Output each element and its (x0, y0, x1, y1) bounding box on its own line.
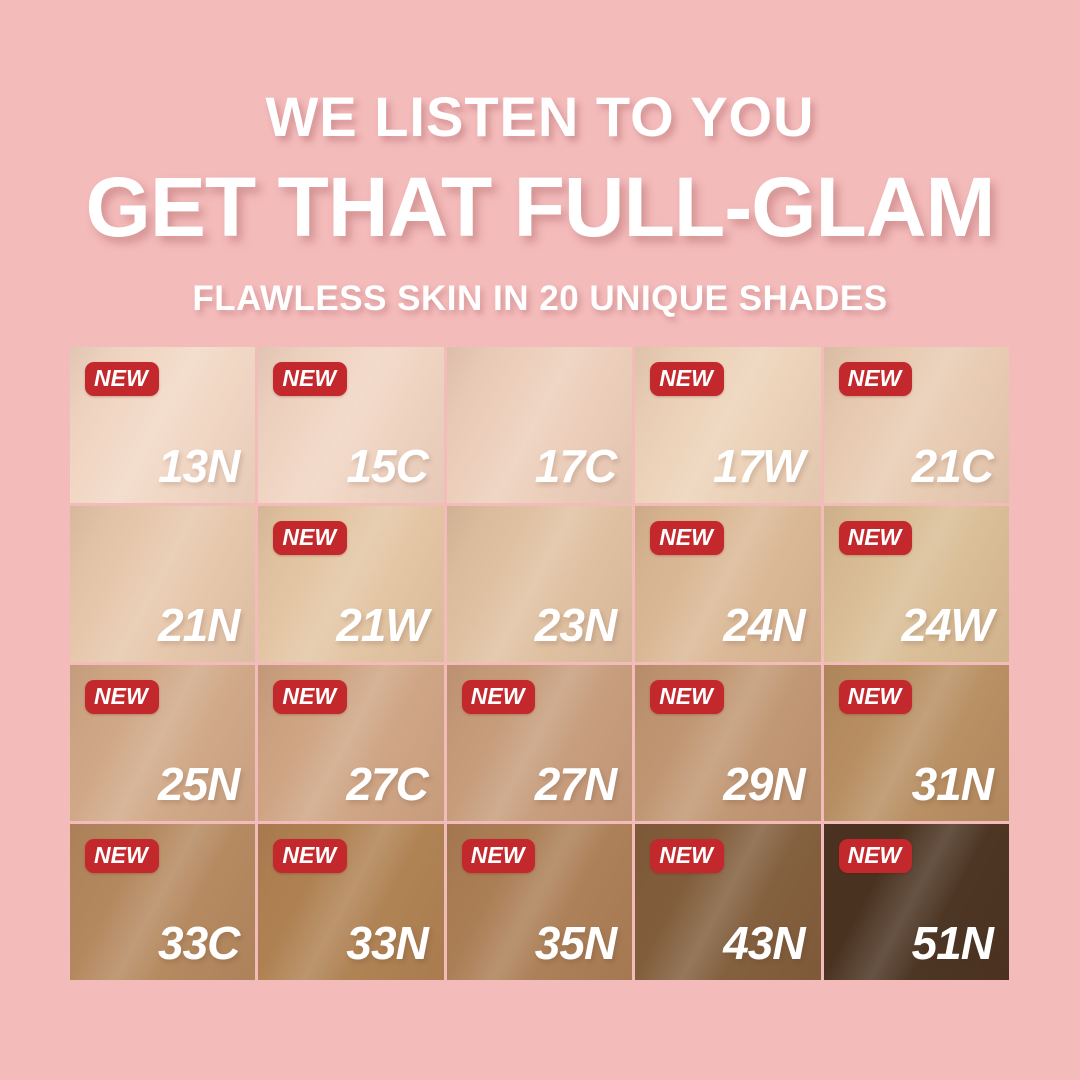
new-badge: NEW (838, 680, 913, 714)
shade-label: 23N (534, 599, 617, 651)
new-badge: NEW (273, 839, 348, 873)
shade-swatch-17c: 17C (446, 347, 633, 503)
shade-label: 25N (158, 758, 240, 810)
shade-label: 33N (346, 917, 428, 969)
shade-label: 21W (336, 599, 429, 651)
shade-label: 29N (723, 758, 805, 810)
shade-label: 51N (911, 917, 994, 969)
shade-swatch-51n: NEW 51N (823, 824, 1009, 980)
shade-swatch-21c: NEW 21C (823, 347, 1009, 503)
shade-label: 24N (723, 599, 805, 651)
new-badge: NEW (838, 839, 913, 873)
shade-label: 17C (534, 440, 617, 492)
shade-label: 43N (723, 917, 805, 969)
shade-label: 33C (158, 917, 240, 969)
shade-swatch-43n: NEW 43N (635, 824, 821, 980)
header: WE LISTEN TO YOU GET THAT FULL-GLAM FLAW… (0, 0, 1080, 319)
shade-swatch-33c: NEW 33C (70, 824, 256, 980)
shade-grid: NEW 13N NEW 15C 17C NEW 17W NEW 21C (70, 347, 1009, 980)
new-badge: NEW (273, 362, 348, 396)
shade-swatch-15c: NEW 15C (258, 347, 444, 503)
shade-label: 27C (346, 758, 428, 810)
shade-swatch-23n: 23N (446, 506, 633, 662)
shade-label: 15C (346, 440, 428, 492)
shade-label: 27N (534, 758, 617, 810)
new-badge: NEW (650, 839, 724, 873)
new-badge: NEW (461, 680, 536, 714)
shade-swatch-29n: NEW 29N (635, 665, 821, 821)
shade-label: 17W (713, 440, 806, 492)
shade-swatch-27c: NEW 27C (258, 665, 444, 821)
shade-label: 24W (901, 599, 994, 651)
new-badge: NEW (650, 680, 724, 714)
shade-swatch-25n: NEW 25N (70, 665, 256, 821)
new-badge: NEW (273, 680, 348, 714)
new-badge: NEW (85, 839, 159, 873)
shade-swatch-31n: NEW 31N (823, 665, 1009, 821)
shade-label: 21C (911, 440, 994, 492)
new-badge: NEW (273, 521, 348, 555)
shade-swatch-17w: NEW 17W (635, 347, 821, 503)
shade-swatch-13n: NEW 13N (70, 347, 256, 503)
header-subtitle-bottom: FLAWLESS SKIN IN 20 UNIQUE SHADES (192, 279, 888, 318)
shade-swatch-33n: NEW 33N (258, 824, 444, 980)
swatch-sheen (446, 506, 633, 662)
shade-swatch-21w: NEW 21W (258, 506, 444, 662)
new-badge: NEW (461, 839, 536, 873)
new-badge: NEW (838, 521, 913, 555)
shade-swatch-24n: NEW 24N (635, 506, 821, 662)
shade-label: 35N (534, 917, 617, 969)
page-title: GET THAT FULL-GLAM (85, 160, 996, 254)
shade-label: 21N (158, 599, 240, 651)
shade-label: 31N (911, 758, 994, 810)
new-badge: NEW (650, 521, 724, 555)
shade-swatch-27n: NEW 27N (446, 665, 633, 821)
new-badge: NEW (85, 362, 159, 396)
shade-swatch-21n: 21N (70, 506, 256, 662)
shade-label: 13N (158, 440, 240, 492)
new-badge: NEW (650, 362, 724, 396)
shade-swatch-24w: NEW 24W (823, 506, 1009, 662)
shade-swatch-35n: NEW 35N (446, 824, 633, 980)
new-badge: NEW (85, 680, 159, 714)
header-subtitle-top: WE LISTEN TO YOU (265, 85, 815, 148)
new-badge: NEW (838, 362, 913, 396)
swatch-sheen (446, 347, 633, 503)
swatch-sheen (70, 506, 256, 662)
